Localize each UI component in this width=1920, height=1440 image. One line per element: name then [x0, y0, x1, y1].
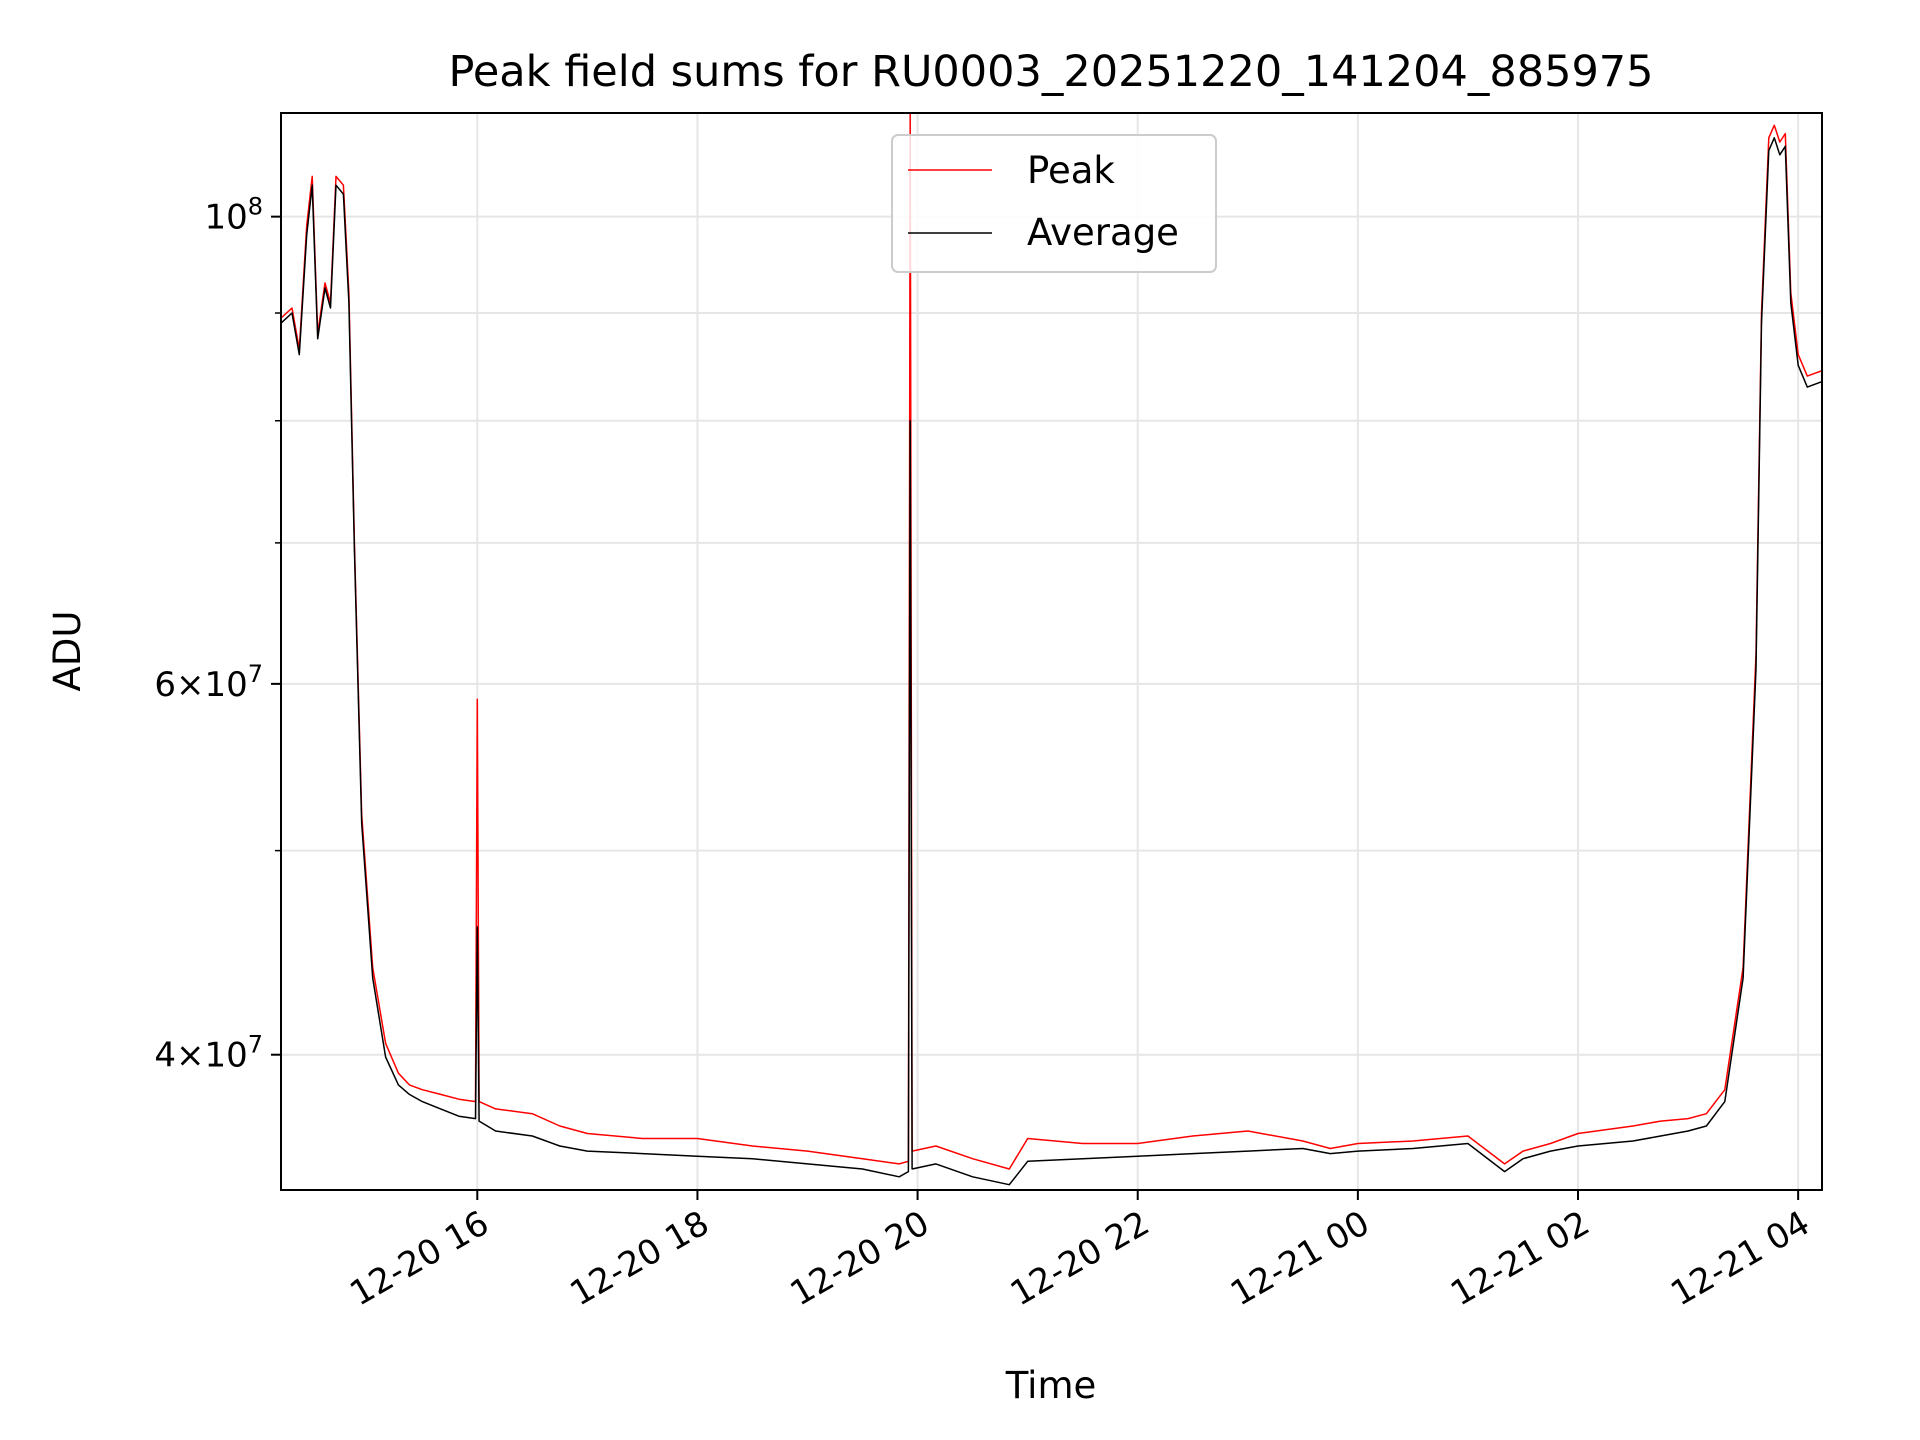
plot-frame [280, 112, 1823, 1191]
legend-label-peak: Peak [1027, 149, 1115, 192]
y-tick-label: 108 [204, 193, 263, 238]
y-axis-label: ADU [46, 611, 89, 692]
y-tick-label: 6×107 [154, 660, 263, 705]
legend: Peak Average [891, 134, 1217, 273]
series-line-average [281, 137, 1822, 1186]
y-axis-ticks: 4×107 6×107 108 [154, 193, 281, 1076]
chart-title: Peak field sums for RU0003_20251220_1412… [448, 47, 1653, 97]
y-tick-label: 4×107 [154, 1031, 263, 1076]
series-area [281, 113, 1822, 1186]
legend-label-average: Average [1027, 211, 1179, 254]
x-axis-label: Time [1005, 1364, 1097, 1407]
